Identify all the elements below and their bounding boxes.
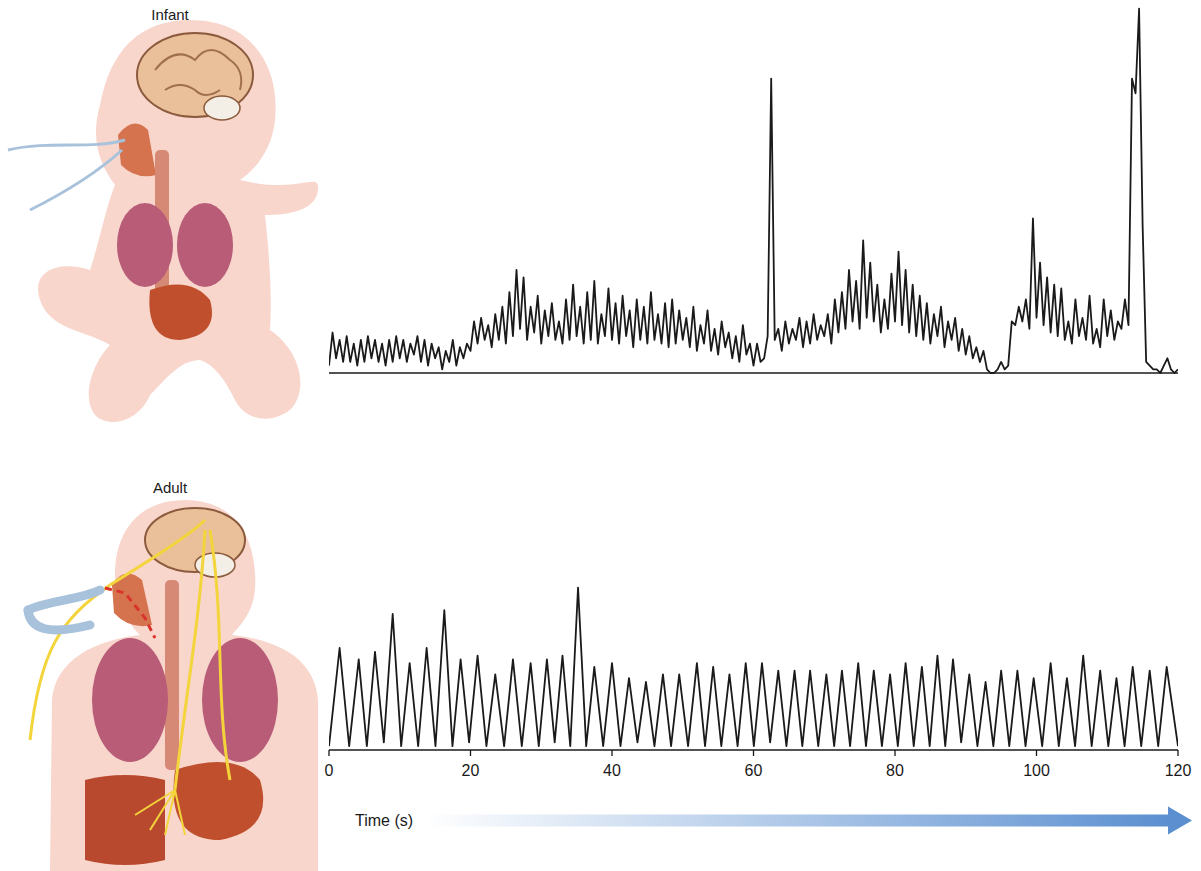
adult-body	[50, 500, 318, 871]
adult-stomach	[173, 762, 263, 840]
adult-mask-tube	[28, 590, 100, 610]
trace	[329, 9, 1178, 373]
x-tick-label: 100	[1023, 762, 1050, 779]
x-tick	[1036, 750, 1037, 756]
x-tick	[1177, 750, 1178, 756]
infant-cerebellum	[204, 96, 240, 120]
x-tick	[611, 750, 612, 756]
infant-body	[38, 20, 318, 422]
infant-tube	[30, 150, 122, 210]
x-tick-label: 20	[462, 762, 480, 779]
brain-fold	[165, 85, 220, 95]
x-tick	[328, 750, 329, 756]
trace	[329, 588, 1178, 747]
x-axis-title: Time (s)	[355, 812, 413, 829]
chart-title: Infant	[151, 6, 189, 23]
x-axis-line	[329, 372, 1178, 373]
chart: Infant	[151, 6, 1178, 373]
time-arrow-head	[1168, 807, 1192, 835]
infant-lung	[177, 203, 233, 287]
x-tick-label: 80	[886, 762, 904, 779]
adult-nerve	[110, 520, 205, 585]
figure: Infant Adult 0 20 40 60 80 100 120 Time (s)	[0, 0, 1201, 871]
x-tick	[470, 750, 471, 756]
x-tick-label: 60	[745, 762, 763, 779]
adult-illustration	[28, 500, 318, 871]
adult-nerve	[175, 530, 205, 790]
plot-area	[329, 588, 1178, 747]
plot-area	[329, 9, 1178, 373]
adult-lung	[202, 638, 278, 762]
infant-lung	[117, 203, 173, 287]
x-tick-label: 120	[1165, 762, 1192, 779]
infant-stomach	[149, 284, 212, 340]
chart-title: Adult	[153, 479, 188, 496]
adult-nerve	[135, 790, 185, 835]
adult-lung	[92, 638, 168, 762]
adult-mask-tube	[28, 610, 90, 630]
airflow-arrow	[105, 588, 155, 638]
infant-mouth	[118, 124, 156, 177]
infant-illustration	[8, 20, 318, 422]
x-tick-label: 40	[603, 762, 621, 779]
chart: Adult 0 20 40 60 80 100 120 Time (s)	[153, 479, 1192, 835]
infant-tube	[8, 140, 125, 150]
adult-liver	[85, 775, 165, 865]
time-arrow	[425, 815, 1170, 827]
adult-nerve	[210, 530, 230, 780]
brain-fold	[155, 50, 241, 90]
adult-esophagus	[165, 580, 179, 770]
x-tick	[894, 750, 895, 756]
x-tick	[753, 750, 754, 756]
x-tick-label: 0	[325, 762, 334, 779]
